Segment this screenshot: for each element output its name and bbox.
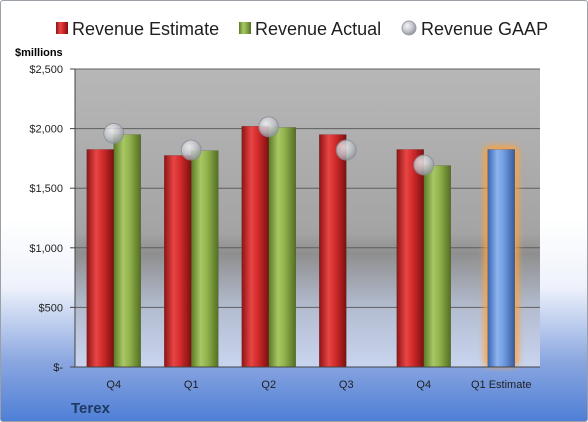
legend: Revenue Estimate Revenue Actual Revenue …	[56, 19, 548, 39]
legend-swatch-actual	[239, 22, 251, 34]
y-tick-label: $500	[39, 302, 63, 314]
legend-swatch-gaap	[401, 20, 417, 36]
y-tick-label: $2,500	[29, 64, 63, 76]
x-axis: Q4 Q1 Q2 Q3 Q4 Q1 Estimate	[75, 366, 540, 391]
bars	[86, 125, 515, 368]
legend-label-estimate: Revenue Estimate	[72, 19, 219, 39]
y-tick-label: $-	[53, 362, 63, 374]
x-tick-label: Q3	[339, 379, 354, 391]
legend-item-actual: Revenue Actual	[239, 19, 381, 39]
company-name: Terex	[71, 400, 111, 417]
plot-area	[75, 69, 540, 367]
estimate-bar	[396, 149, 424, 368]
actual-bar	[113, 134, 141, 368]
q1-estimate-bar	[487, 149, 515, 368]
x-tick-label: Q1 Estimate	[471, 379, 532, 391]
legend-label-gaap: Revenue GAAP	[421, 19, 548, 39]
gaap-marker	[335, 139, 357, 161]
x-tick-label: Q4	[106, 379, 121, 391]
legend-item-estimate: Revenue Estimate	[56, 19, 219, 39]
gaap-marker	[180, 139, 202, 161]
estimate-bar	[164, 155, 192, 368]
actual-bar	[423, 165, 451, 368]
gaap-marker	[258, 116, 280, 138]
estimate-bar	[319, 134, 347, 368]
legend-item-gaap: Revenue GAAP	[401, 19, 548, 39]
gaap-marker	[413, 154, 435, 176]
x-tick-label: Q4	[416, 379, 431, 391]
legend-label-actual: Revenue Actual	[255, 19, 381, 39]
x-tick-label: Q2	[261, 379, 276, 391]
y-axis: $- $500 $1,000 $1,500 $2,000 $2,500	[29, 64, 76, 374]
estimate-bar	[86, 149, 114, 368]
legend-swatch-estimate	[56, 22, 68, 34]
gaap-markers	[103, 116, 435, 176]
actual-bar	[191, 150, 219, 368]
x-tick-label: Q1	[184, 379, 199, 391]
gaap-marker	[103, 122, 125, 144]
y-tick-label: $1,500	[29, 183, 63, 195]
y-tick-label: $2,000	[29, 124, 63, 136]
y-axis-unit-label: $millions	[15, 47, 63, 59]
y-tick-label: $1,000	[29, 243, 63, 255]
gridlines	[75, 68, 540, 308]
actual-bar	[268, 127, 296, 368]
estimate-bar	[241, 125, 269, 368]
